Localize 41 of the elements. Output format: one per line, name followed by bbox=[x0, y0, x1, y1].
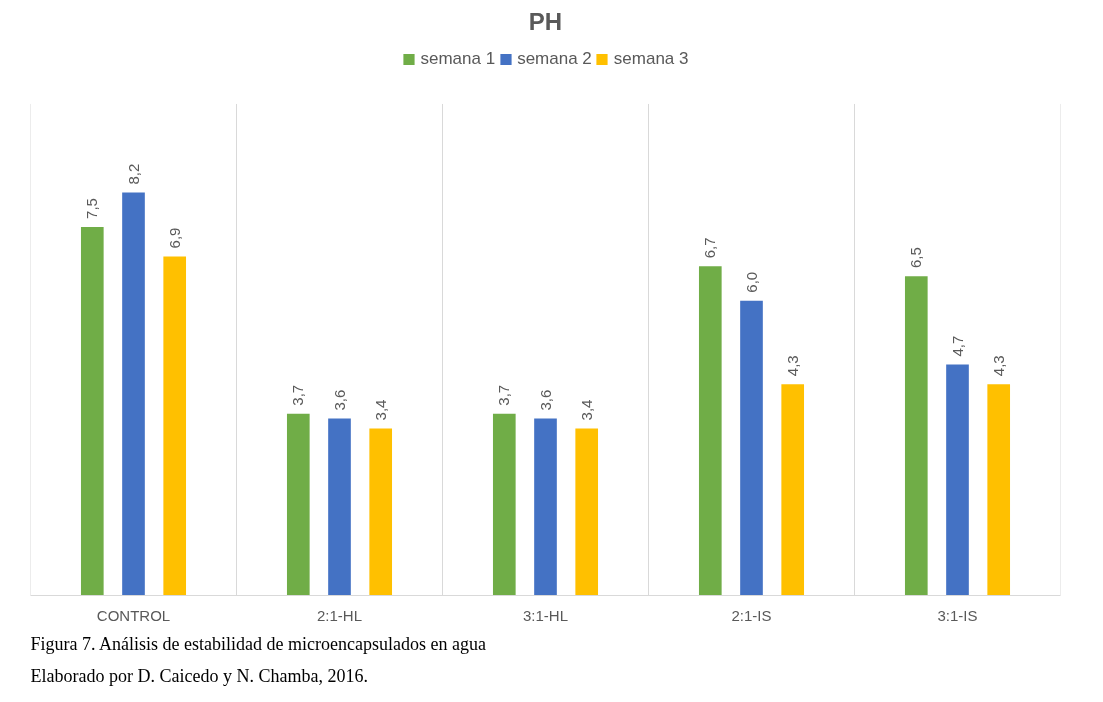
bar bbox=[286, 413, 310, 596]
bar bbox=[575, 428, 599, 596]
data-label: 6,0 bbox=[742, 271, 760, 293]
data-label: 3,7 bbox=[289, 384, 307, 406]
data-label: 7,5 bbox=[83, 198, 101, 219]
bar bbox=[781, 384, 805, 596]
data-label: 6,7 bbox=[701, 237, 719, 259]
data-label: 3,6 bbox=[330, 389, 348, 411]
x-tick-label: 3:1-IS bbox=[937, 606, 978, 624]
legend-label: semana 3 bbox=[613, 49, 689, 69]
legend-label: semana 1 bbox=[420, 49, 496, 69]
data-label: 6,9 bbox=[165, 227, 183, 249]
data-label: 4,7 bbox=[948, 335, 966, 357]
legend-label: semana 2 bbox=[517, 49, 592, 69]
text: Figura 7. Análisis de estabilidad de microencapsulados en agua bbox=[30, 633, 486, 654]
chart-title: PH bbox=[528, 7, 563, 35]
text: Elaborado por D. Caicedo y N. Chamba, 2016. bbox=[30, 665, 368, 686]
x-tick-label: 3:1-HL bbox=[522, 606, 569, 624]
data-label: 3,4 bbox=[371, 399, 389, 421]
data-label: 3,6 bbox=[536, 389, 554, 411]
x-tick-label: 2:1-HL bbox=[316, 606, 363, 624]
bar bbox=[492, 413, 516, 596]
data-label: 4,3 bbox=[989, 355, 1007, 377]
bar bbox=[369, 428, 393, 596]
bar bbox=[534, 418, 557, 596]
data-label: 3,4 bbox=[577, 399, 595, 421]
data-label: 8,2 bbox=[124, 163, 142, 185]
bar bbox=[80, 227, 104, 596]
bar bbox=[122, 192, 145, 596]
bar bbox=[946, 364, 969, 596]
bar bbox=[904, 276, 928, 596]
bar bbox=[328, 418, 351, 596]
x-tick-label: 2:1-IS bbox=[731, 606, 772, 624]
bar bbox=[698, 266, 722, 596]
data-label: 6,5 bbox=[907, 247, 925, 269]
bar bbox=[740, 300, 763, 596]
bar bbox=[987, 384, 1011, 596]
data-label: 3,7 bbox=[495, 384, 513, 406]
bar bbox=[163, 256, 187, 596]
x-tick-label: CONTROL bbox=[96, 606, 171, 624]
data-label: 4,3 bbox=[783, 355, 801, 377]
